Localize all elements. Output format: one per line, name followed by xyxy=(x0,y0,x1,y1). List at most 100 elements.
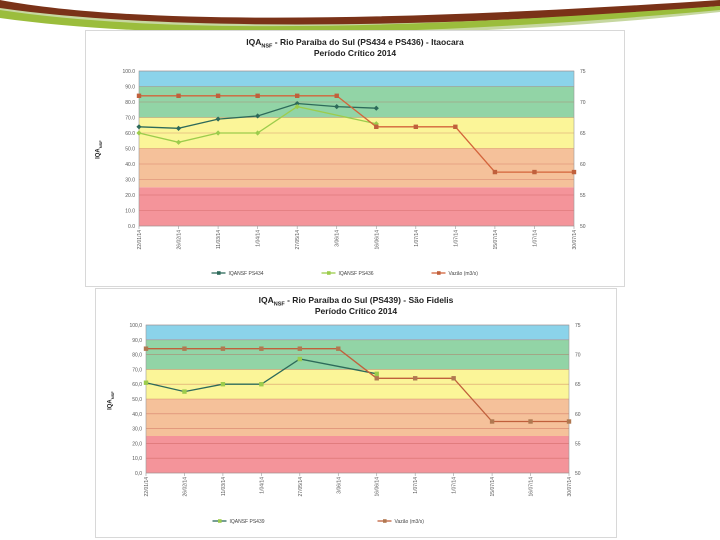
y2-tick-label: 60 xyxy=(580,162,586,168)
data-point xyxy=(336,346,341,351)
plot-frame xyxy=(145,324,570,474)
x-tick-label: 15/07/14 xyxy=(493,230,499,250)
chart-title: IQANSF - Rio Paraíba do Sul (PS434 e PS4… xyxy=(246,37,464,50)
x-tick-label: 26/02/14 xyxy=(182,477,188,497)
data-point xyxy=(143,380,149,385)
x-tick-label: 16/06/14 xyxy=(375,477,381,497)
y-tick-label: 30,0 xyxy=(132,427,142,433)
series-line-1 xyxy=(146,348,569,423)
legend-label: IQANSF PS439 xyxy=(230,519,265,525)
data-point xyxy=(566,419,572,424)
x-tick-label: 1/07/14 xyxy=(414,230,420,247)
chart-sao-fidelis: IQANSF - Rio Paraíba do Sul (PS439) - Sã… xyxy=(95,288,617,538)
data-point xyxy=(215,116,221,122)
y-tick-label: 100.0 xyxy=(122,69,135,75)
y-tick-label: 90,0 xyxy=(132,338,142,344)
data-point xyxy=(374,371,379,377)
data-point xyxy=(413,124,419,129)
y-tick-label: 60.0 xyxy=(125,131,135,137)
data-point xyxy=(297,356,303,362)
x-tick-label: 11/03/14 xyxy=(221,477,227,496)
data-point xyxy=(136,93,142,98)
legend-label: Vazão (m3/s) xyxy=(449,271,479,277)
y-tick-label: 50.0 xyxy=(125,147,135,153)
data-point xyxy=(412,376,418,381)
y-tick-label: 20.0 xyxy=(125,193,135,199)
y-tick-label: 70,0 xyxy=(132,367,142,373)
legend-marker xyxy=(218,519,222,523)
legend-label: IQANSF PS434 xyxy=(229,271,264,277)
data-point xyxy=(175,125,182,131)
data-point xyxy=(451,376,456,381)
data-point xyxy=(571,169,577,175)
x-tick-label: 26/02/14 xyxy=(177,230,183,250)
x-tick-label: 22/01/14 xyxy=(137,230,143,250)
data-point xyxy=(492,169,498,175)
y-tick-label: 40.0 xyxy=(125,162,135,168)
y2-tick-label: 65 xyxy=(580,131,586,137)
y-tick-label: 60,0 xyxy=(132,382,142,388)
x-tick-label: 1/07/14 xyxy=(532,230,538,247)
data-point xyxy=(373,105,379,111)
data-point xyxy=(176,93,181,98)
x-tick-label: 27/05/14 xyxy=(295,230,301,250)
y-tick-label: 30.0 xyxy=(125,178,135,184)
y-tick-label: 20,0 xyxy=(132,441,142,447)
x-tick-label: 1/04/14 xyxy=(256,230,262,247)
y2-tick-label: 70 xyxy=(580,100,586,106)
chart-subtitle: Período Crítico 2014 xyxy=(313,48,397,58)
y2-tick-label: 60 xyxy=(575,412,581,418)
data-point xyxy=(297,346,303,351)
data-point xyxy=(259,382,264,387)
data-point xyxy=(373,121,379,127)
data-point xyxy=(136,130,142,136)
data-point xyxy=(220,382,226,387)
swoosh-dark-band xyxy=(0,0,720,25)
y2-tick-label: 55 xyxy=(580,193,586,199)
x-tick-label: 30/07/14 xyxy=(572,230,578,250)
legend-label: Vazão (m3/s) xyxy=(395,519,425,525)
x-tick-label: 1/07/14 xyxy=(413,477,419,494)
data-point xyxy=(489,419,495,424)
y-tick-label: 0.0 xyxy=(128,224,135,230)
header-swoosh xyxy=(0,0,720,35)
quality-band-1 xyxy=(146,399,569,436)
x-tick-label: 16/06/14 xyxy=(374,230,380,250)
data-point xyxy=(532,169,537,175)
series-line-1 xyxy=(138,105,377,143)
data-point xyxy=(334,93,339,98)
legend-label: IQANSF PS436 xyxy=(339,271,374,277)
data-point xyxy=(294,104,300,110)
legend-marker xyxy=(217,271,221,275)
series-line-2 xyxy=(139,95,574,173)
y-tick-label: 10,0 xyxy=(132,456,142,462)
plot-area: 0.0 10.0 20.0 30.0 40.0 50.0 60.0 70.0 80.0 90.0 1… xyxy=(122,69,586,277)
legend-marker xyxy=(437,271,441,275)
y2-tick-label: 75 xyxy=(575,323,581,329)
data-point xyxy=(374,124,379,129)
data-point xyxy=(136,124,142,130)
quality-band-0 xyxy=(146,436,569,473)
data-point xyxy=(294,100,300,107)
plot-frame xyxy=(138,70,575,227)
data-point xyxy=(259,346,264,351)
y2-tick-label: 55 xyxy=(575,441,581,447)
y2-tick-label: 50 xyxy=(580,224,586,230)
y2-tick-label: 50 xyxy=(575,471,581,477)
x-tick-label: 27/05/14 xyxy=(298,477,304,497)
data-point xyxy=(182,389,187,394)
y-tick-label: 80,0 xyxy=(132,353,142,359)
y2-tick-label: 65 xyxy=(575,382,581,388)
legend-marker xyxy=(327,271,331,275)
data-point xyxy=(215,130,221,136)
y-tick-label: 50,0 xyxy=(132,397,142,403)
x-tick-label: 30/07/14 xyxy=(567,477,573,497)
legend-marker xyxy=(383,519,387,523)
x-tick-label: 15/07/14 xyxy=(490,477,496,497)
y-tick-label: 10.0 xyxy=(125,209,135,215)
data-point xyxy=(182,346,187,351)
y-tick-label: 90.0 xyxy=(125,85,135,91)
x-tick-label: 3/06/14 xyxy=(336,477,342,494)
x-tick-label: 3/06/14 xyxy=(335,230,341,247)
swoosh-green-band xyxy=(0,6,720,34)
